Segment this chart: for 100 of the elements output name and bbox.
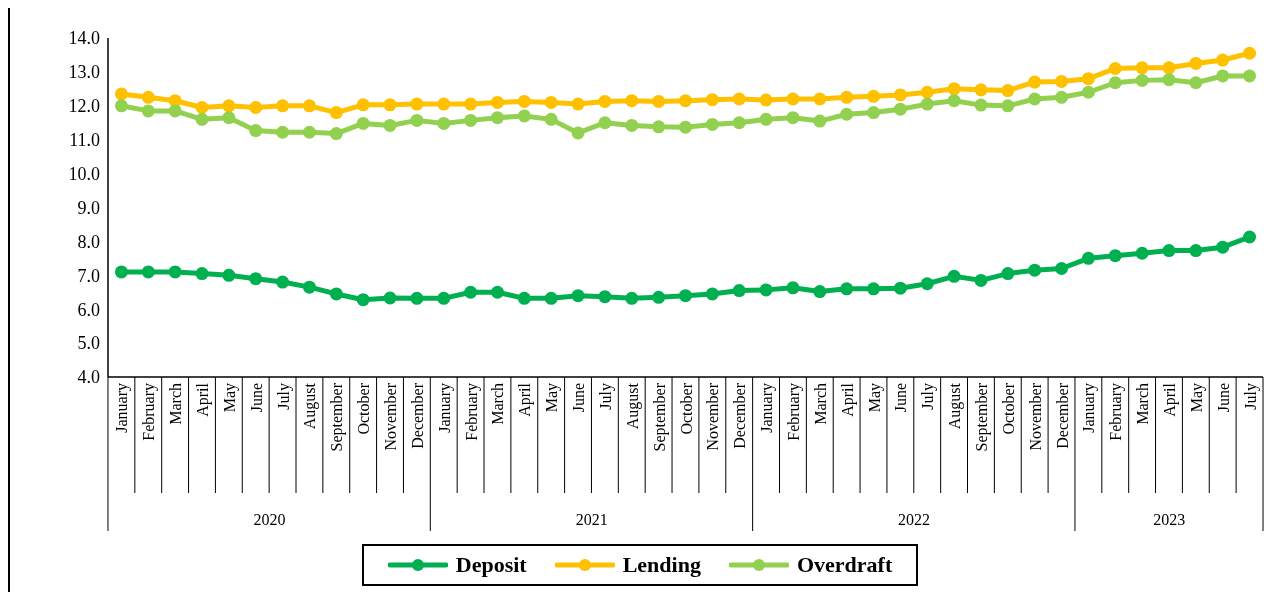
- point: [249, 101, 263, 114]
- point: [625, 291, 639, 305]
- point: [840, 107, 854, 121]
- point: [141, 90, 155, 104]
- point: [356, 98, 370, 112]
- point: [222, 268, 236, 282]
- point: [490, 95, 504, 109]
- point: [1162, 61, 1176, 75]
- x-tick-label: October: [999, 382, 1017, 435]
- point: [410, 97, 424, 111]
- x-tick-label: May: [1187, 383, 1206, 413]
- point: [1189, 56, 1203, 70]
- point: [383, 291, 397, 305]
- point: [168, 104, 182, 118]
- x-tick-label: December: [731, 382, 749, 449]
- point: [222, 99, 236, 113]
- x-tick-label: June: [247, 383, 265, 413]
- point: [1135, 61, 1149, 75]
- point: [544, 291, 558, 305]
- point: [329, 106, 343, 120]
- point: [464, 113, 478, 127]
- x-tick-label: August: [301, 382, 320, 430]
- point: [1001, 84, 1015, 98]
- point: [276, 125, 290, 139]
- point: [893, 281, 907, 295]
- x-tick-label: February: [140, 383, 159, 441]
- x-tick-label: February: [462, 383, 481, 441]
- point: [705, 287, 719, 301]
- point: [410, 113, 424, 127]
- point: [329, 127, 343, 141]
- point: [517, 291, 531, 305]
- point: [464, 97, 478, 111]
- x-tick-label: April: [838, 382, 857, 417]
- x-tick-label: December: [1053, 382, 1071, 449]
- point: [1055, 74, 1069, 88]
- point: [410, 291, 424, 305]
- point: [1162, 244, 1176, 258]
- point: [840, 282, 854, 296]
- point: [141, 265, 155, 279]
- y-tick-label: 13.0: [68, 62, 100, 83]
- x-tick-label: January: [113, 383, 132, 433]
- point: [302, 99, 316, 113]
- point: [625, 118, 639, 132]
- point: [1028, 92, 1042, 106]
- y-tick-label: 5.0: [77, 333, 100, 354]
- point: [1162, 73, 1176, 87]
- x-tick-label: July: [274, 383, 293, 410]
- x-tick-label: June: [570, 383, 588, 413]
- point: [571, 289, 585, 303]
- point: [544, 112, 558, 126]
- point: [679, 289, 692, 303]
- point: [437, 97, 451, 111]
- point: [329, 287, 343, 301]
- x-tick-label: January: [435, 383, 454, 433]
- point: [490, 111, 504, 125]
- point: [1081, 85, 1095, 99]
- y-tick-label: 14.0: [68, 28, 100, 49]
- point: [732, 116, 746, 130]
- point: [679, 120, 692, 134]
- point: [813, 114, 827, 128]
- point: [383, 98, 397, 112]
- point: [1216, 53, 1230, 67]
- point: [652, 94, 666, 108]
- point: [1216, 69, 1230, 83]
- point: [867, 106, 881, 120]
- point: [813, 285, 827, 299]
- point: [893, 102, 907, 116]
- point: [195, 267, 209, 281]
- point: [974, 98, 988, 112]
- x-tick-label: April: [1160, 382, 1179, 417]
- point: [571, 97, 585, 111]
- point: [249, 272, 263, 286]
- point: [920, 85, 934, 99]
- x-tick-label: September: [972, 382, 991, 452]
- point: [1108, 62, 1122, 76]
- text: 2022: [898, 511, 931, 528]
- point: [1028, 263, 1042, 277]
- point: [1081, 72, 1095, 86]
- point: [1055, 262, 1069, 276]
- point: [1108, 249, 1122, 263]
- point: [1243, 46, 1257, 60]
- x-tick-label: October: [677, 382, 695, 435]
- point: [759, 283, 773, 297]
- point: [1135, 73, 1149, 87]
- point: [732, 284, 746, 298]
- point: [1001, 267, 1015, 281]
- point: [168, 265, 182, 279]
- point: [302, 125, 316, 139]
- point: [195, 101, 209, 114]
- point: [705, 117, 719, 131]
- point: [786, 92, 800, 106]
- point: [732, 92, 746, 106]
- point: [114, 265, 128, 279]
- point: [598, 290, 612, 304]
- x-tick-label: June: [892, 383, 910, 413]
- legend-label: Overdraft: [796, 552, 893, 578]
- x-tick-label: July: [596, 383, 615, 410]
- point: [544, 95, 558, 109]
- point: [302, 280, 316, 294]
- point: [276, 99, 290, 113]
